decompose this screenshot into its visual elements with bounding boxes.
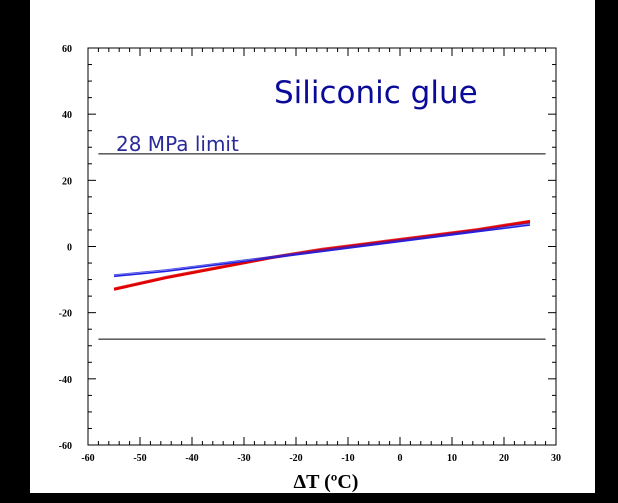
x-axis-label: ΔT (ºC): [294, 471, 359, 493]
figure-panel: [30, 0, 595, 493]
chart-title: Siliconic glue: [274, 75, 478, 111]
y-tick-label: 60: [62, 44, 72, 55]
x-tick-label: -50: [133, 453, 146, 464]
reference-lines: [98, 153, 546, 340]
x-tick-label: 30: [551, 453, 561, 464]
y-tick-label: 0: [67, 243, 72, 254]
limit-annotation: 28 MPa limit: [116, 132, 239, 156]
series-line-trace: [113, 219, 531, 289]
plot-area: 60 40 20 0 -20 -40 -60 -60 -50 -40 -30 -20 -10 0 10 20…: [59, 44, 561, 464]
x-tick-label: -10: [341, 453, 354, 464]
y-axis: 60 40 20 0 -20 -40 -60: [59, 44, 556, 452]
x-tick-label: -40: [185, 453, 198, 464]
y-tick-label: -60: [59, 441, 72, 452]
x-tick-label: 10: [447, 453, 457, 464]
x-tick-label: 0: [398, 453, 403, 464]
series-line-trace: [113, 223, 531, 276]
y-tick-label: -40: [59, 375, 72, 386]
x-tick-label: -60: [81, 453, 94, 464]
y-tick-label: -20: [59, 309, 72, 320]
x-axis: -60 -50 -40 -30 -20 -10 0 10 20 30: [81, 48, 561, 464]
x-tick-label: -30: [237, 453, 250, 464]
y-tick-label: 40: [62, 110, 72, 121]
y-tick-label: 20: [62, 176, 72, 187]
series-line: [113, 224, 531, 278]
series-group: [113, 219, 531, 291]
x-tick-label: -20: [289, 453, 302, 464]
x-tick-label: 20: [499, 453, 509, 464]
